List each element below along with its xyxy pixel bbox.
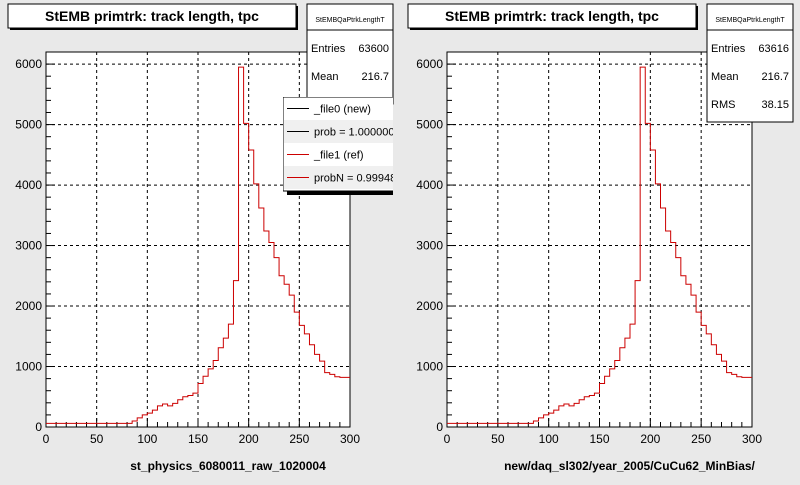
- x-tick-label: 200: [239, 432, 259, 446]
- x-tick-label: 0: [43, 432, 50, 446]
- title-box: [407, 3, 697, 29]
- histogram-series: [447, 66, 752, 424]
- stats-value: 63600: [358, 43, 389, 55]
- legend-entry: prob = 1.000000: [314, 127, 394, 139]
- stats-box: [706, 3, 794, 123]
- y-tick-label: 5000: [416, 118, 443, 132]
- y-tick-label: 2000: [15, 299, 42, 313]
- x-tick-label: 150: [589, 432, 609, 446]
- title-box: [7, 3, 297, 29]
- y-tick-label: 6000: [416, 57, 443, 71]
- x-tick-label: 50: [491, 432, 505, 446]
- chart-title: StEMB primtrk: track length, tpc: [445, 8, 659, 24]
- y-tick-label: 2000: [416, 299, 443, 313]
- x-axis-label: new/daq_sl302/year_2005/CuCu62_MinBias/: [504, 459, 755, 473]
- x-tick-label: 300: [742, 432, 762, 446]
- histogram-panel-right: 0 50 100 150 200 250 300 0 1000 2000 3000 4000 5000 6…: [400, 0, 800, 480]
- y-tick-label: 4000: [15, 178, 42, 192]
- y-tick-label: 5000: [15, 118, 42, 132]
- stats-name: StEMBQaPtrkLengthT: [715, 17, 785, 24]
- stats-label: Mean: [711, 71, 739, 83]
- y-tick-label: 0: [35, 420, 42, 434]
- y-tick-label: 1000: [416, 360, 443, 374]
- legend: _file0 (new) prob = 1.000000 _file1 (ref) p…: [283, 97, 400, 195]
- y-tick-label: 0: [436, 420, 443, 434]
- y-tick-label: 3000: [15, 239, 42, 253]
- chart-svg: 0 50 100 150 200 250 3000100020003000400050006…: [7, 3, 400, 473]
- x-axis-label: st_physics_6080011_raw_1020004: [130, 459, 326, 473]
- chart-title: StEMB primtrk: track length, tpc: [45, 8, 259, 24]
- x-tick-label: 100: [137, 432, 157, 446]
- y-tick-label: 6000: [15, 57, 42, 71]
- x-tick-label: 150: [188, 432, 208, 446]
- stats-value: 216.7: [361, 71, 389, 83]
- legend-row-bg: [284, 120, 393, 143]
- stats-label: Entries: [711, 43, 746, 55]
- legend-entry: _file1 (ref): [313, 150, 364, 162]
- chart-root: 0 50 100 150 200 250 3000100020003000400050006…: [407, 3, 794, 473]
- x-tick-label: 250: [289, 432, 309, 446]
- chart-root: 0 50 100 150 200 250 3000100020003000400050006…: [7, 3, 400, 473]
- stats-value: 38.15: [761, 99, 789, 111]
- y-tick-label: 4000: [416, 178, 443, 192]
- x-tick-label: 100: [539, 432, 559, 446]
- y-tick-label: 3000: [416, 239, 443, 253]
- histogram-series: [46, 66, 350, 424]
- stats-label: Entries: [311, 43, 346, 55]
- chart-svg: 0 50 100 150 200 250 3000100020003000400050006…: [407, 3, 794, 473]
- stats-value: 216.7: [761, 71, 789, 83]
- x-tick-label: 0: [444, 432, 451, 446]
- y-tick-label: 1000: [15, 360, 42, 374]
- stats-value: 63616: [758, 43, 789, 55]
- legend-row-bg: [284, 166, 393, 189]
- stats-label: Mean: [311, 71, 339, 83]
- legend-entry: _file0 (new): [313, 104, 371, 116]
- x-tick-label: 300: [340, 432, 360, 446]
- x-tick-label: 250: [691, 432, 711, 446]
- x-tick-label: 50: [90, 432, 104, 446]
- histogram-panel-left: 0 50 100 150 200 250 300 0 1000 2000 3000 4000 5000 6…: [0, 0, 400, 480]
- stats-label: RMS: [711, 99, 735, 111]
- stats-name: StEMBQaPtrkLengthT: [315, 17, 385, 24]
- legend-entry: probN = 0.999480: [314, 173, 400, 185]
- stats-box: [306, 3, 394, 105]
- x-tick-label: 200: [640, 432, 660, 446]
